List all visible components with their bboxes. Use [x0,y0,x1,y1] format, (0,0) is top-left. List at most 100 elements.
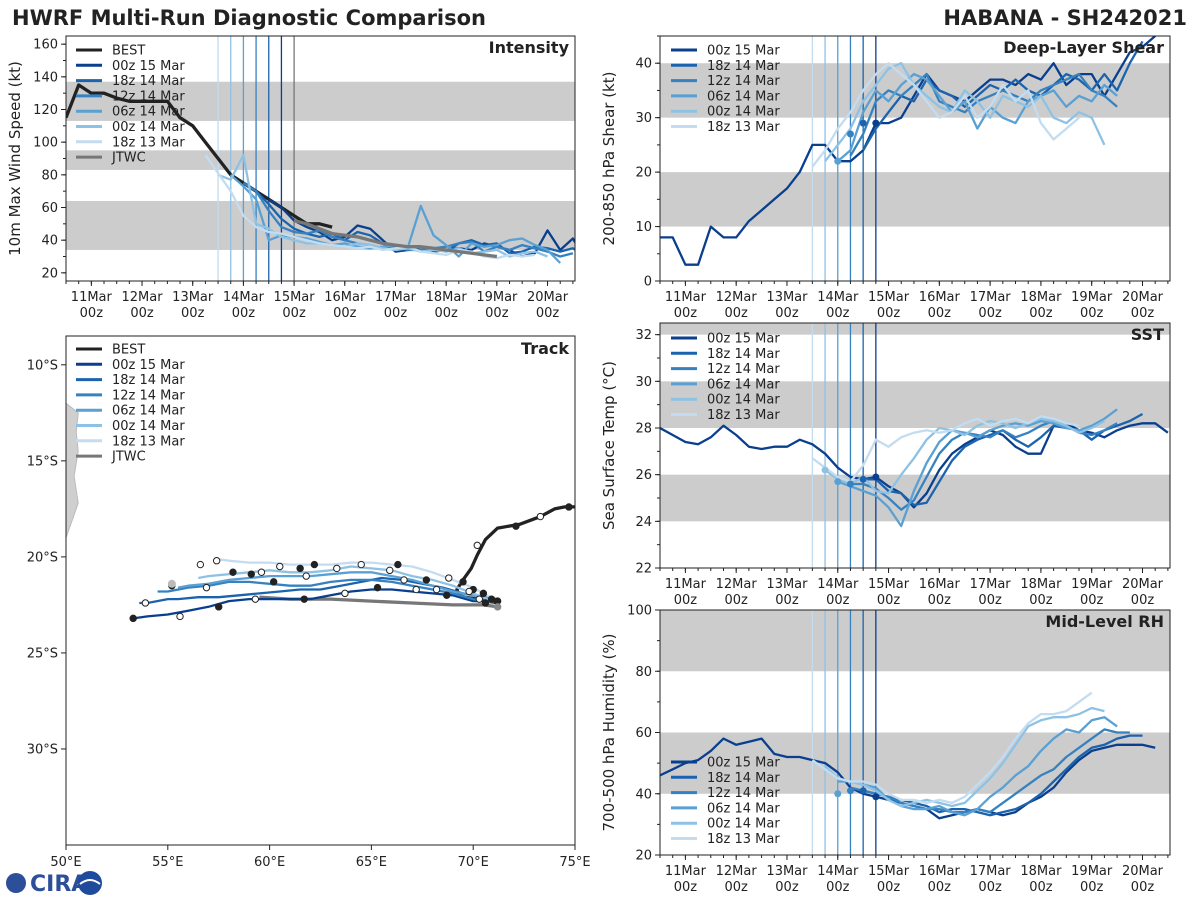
y-tick-label: 28 [635,422,652,437]
y-tick-label: 100 [33,136,58,151]
series-line-18z-14-mar [862,734,1143,817]
init-marker [859,119,867,127]
y-tick-label: 80 [41,168,58,183]
x-tick-time: 00z [877,593,901,608]
track-position-marker [310,560,319,569]
threshold-band [660,63,1170,118]
track-position-marker [473,541,481,550]
x-tick-time: 00z [674,880,698,895]
x-tick-time: 00z [130,306,154,321]
x-tick-day: 19Mar [1071,577,1113,592]
y-tick-label: 10 [635,220,652,235]
x-tick-time: 00z [826,306,850,321]
x-tick-time: 00z [978,593,1002,608]
legend-label: 00z 15 Mar [112,59,185,74]
x-tick-day: 19Mar [1071,864,1113,879]
x-tick-day: 19Mar [1071,290,1113,305]
legend-label: 00z 14 Mar [707,393,780,408]
legend-label: 18z 13 Mar [112,434,185,449]
panel-title: Mid-Level RH [1045,612,1164,631]
track-position-marker [302,572,310,580]
series-line-12z-14-mar [242,182,574,258]
x-tick-time: 00z [1029,306,1053,321]
x-tick-time: 00z [775,880,799,895]
x-tick-time: 00z [1029,880,1053,895]
x-tick-day: 15Mar [274,290,316,305]
y-tick-label: 22 [635,562,652,577]
x-tick-time: 00z [775,306,799,321]
track-position-marker [422,576,431,584]
logo-globe-icon [6,873,26,893]
cira-logo: CIRA [6,871,102,897]
track-position-marker [565,503,573,511]
x-tick-day: 20Mar [1122,864,1164,879]
x-tick-day: 13Mar [766,864,808,879]
axes-frame [65,335,576,846]
x-tick-day: 13Mar [766,290,808,305]
y-tick-label: 40 [635,57,652,72]
x-tick-day: 11Mar [665,290,707,305]
series-group [660,36,1156,266]
y-tick-label: 26 [635,468,652,483]
x-tick-day: 17Mar [970,864,1012,879]
x-tick-day: 15Mar [868,577,910,592]
x-tick-day: 14Mar [817,290,859,305]
track-line-00z-15-mar [133,588,494,620]
init-marker [872,473,880,481]
y-tick-label: 60 [41,201,58,216]
y-tick-label: 20 [41,266,58,281]
x-tick-time: 00z [1080,593,1104,608]
track-position-marker [386,566,394,575]
init-marker [872,793,880,801]
track-position-marker [333,564,341,573]
x-tick-time: 00z [978,306,1002,321]
legend-label: 00z 14 Mar [707,817,780,832]
shear-panel: 01020304011Mar00z12Mar00z13Mar00z14Mar00… [600,35,1171,321]
lat-tick-label: 20°S [27,550,58,565]
x-tick-time: 00z [232,306,256,321]
y-axis-label: 200-850 hPa Shear (kt) [600,72,618,246]
legend-label: 06z 14 Mar [707,89,780,104]
x-tick-day: 20Mar [1122,577,1164,592]
track-position-marker [394,560,402,569]
x-tick-day: 16Mar [919,290,961,305]
y-tick-label: 24 [635,515,652,530]
x-tick-day: 20Mar [527,290,569,305]
init-marker [859,787,867,795]
legend-label: 12z 14 Mar [707,786,780,801]
series-group [66,83,575,264]
legend-label: JTWC [111,151,146,166]
track-position-marker [512,522,520,530]
x-tick-day: 17Mar [970,577,1012,592]
series-line-06z-14-mar [837,72,1118,163]
x-tick-time: 00z [80,306,104,321]
track-position-marker [247,570,255,578]
legend-label: 18z 13 Mar [707,408,780,423]
track-position-marker [276,562,284,571]
legend-label: 18z 14 Mar [707,347,780,362]
x-tick-day: 13Mar [766,577,808,592]
track-position-marker [493,603,502,611]
init-marker [821,466,829,474]
x-tick-time: 00z [674,593,698,608]
jtwc-marker [167,579,176,588]
legend-label: 18z 13 Mar [112,135,185,150]
y-tick-label: 20 [635,849,652,864]
y-tick-label: 40 [41,234,58,249]
x-tick-day: 18Mar [1020,290,1062,305]
x-tick-time: 00z [928,306,952,321]
threshold-band [660,172,1170,227]
legend-label: 12z 14 Mar [112,89,185,104]
axes-frame [659,35,1171,282]
legend-label: 00z 14 Mar [112,120,185,135]
track-panel: 50°E 55°E 60°E 65°E 70°E 75°E 10°S 15°S 20°S 25°S… [27,335,591,870]
track-position-marker [269,578,278,586]
track-position-marker [196,560,205,569]
threshold-band [660,323,1170,335]
lon-tick-label: 60°E [254,855,285,870]
y-tick-label: 140 [33,70,58,85]
x-tick-day: 12Mar [716,577,758,592]
track-position-marker [400,576,408,584]
series-line-00z-14-mar [824,62,1106,162]
x-tick-time: 00z [434,306,458,321]
